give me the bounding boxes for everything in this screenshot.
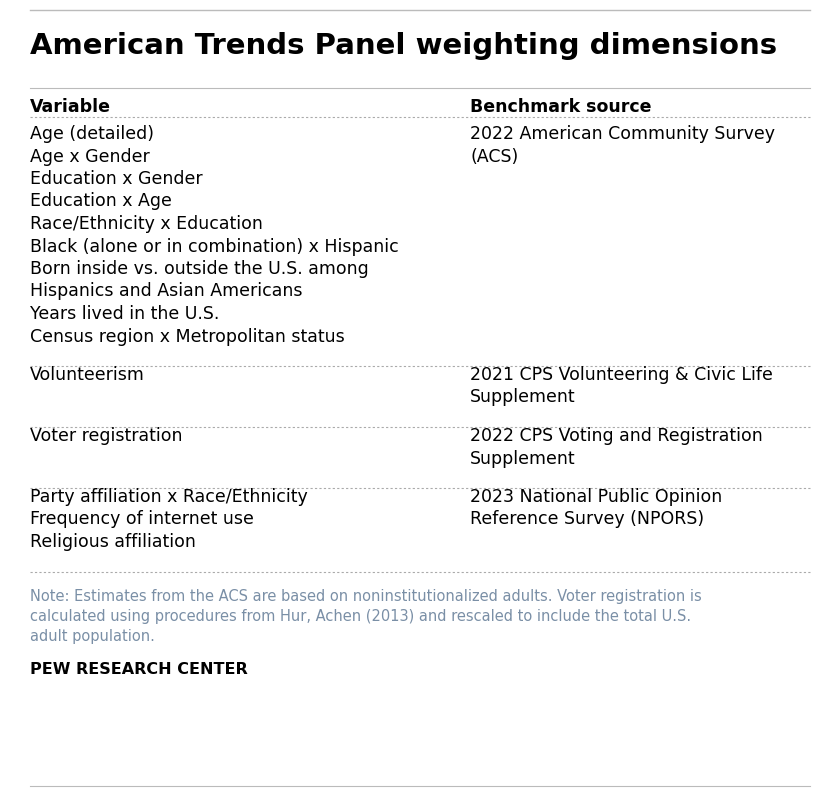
- Text: Black (alone or in combination) x Hispanic: Black (alone or in combination) x Hispan…: [30, 238, 399, 255]
- Text: Age (detailed): Age (detailed): [30, 125, 154, 143]
- Text: Years lived in the U.S.: Years lived in the U.S.: [30, 305, 219, 323]
- Text: Voter registration: Voter registration: [30, 427, 182, 445]
- Text: Note: Estimates from the ACS are based on noninstitutionalized adults. Voter reg: Note: Estimates from the ACS are based o…: [30, 590, 701, 605]
- Text: Education x Age: Education x Age: [30, 192, 172, 211]
- Text: Race/Ethnicity x Education: Race/Ethnicity x Education: [30, 215, 263, 233]
- Text: Census region x Metropolitan status: Census region x Metropolitan status: [30, 327, 344, 346]
- Text: 2022 CPS Voting and Registration: 2022 CPS Voting and Registration: [470, 427, 763, 445]
- Text: Reference Survey (NPORS): Reference Survey (NPORS): [470, 511, 704, 528]
- Text: 2022 American Community Survey: 2022 American Community Survey: [470, 125, 775, 143]
- Text: Hispanics and Asian Americans: Hispanics and Asian Americans: [30, 282, 302, 301]
- Text: 2023 National Public Opinion: 2023 National Public Opinion: [470, 488, 722, 506]
- Text: American Trends Panel weighting dimensions: American Trends Panel weighting dimensio…: [30, 32, 777, 60]
- Text: Variable: Variable: [30, 98, 111, 116]
- Text: Frequency of internet use: Frequency of internet use: [30, 511, 254, 528]
- Text: adult population.: adult population.: [30, 630, 155, 645]
- Text: 2021 CPS Volunteering & Civic Life: 2021 CPS Volunteering & Civic Life: [470, 366, 773, 384]
- Text: Supplement: Supplement: [470, 449, 575, 468]
- Text: Age x Gender: Age x Gender: [30, 148, 150, 165]
- Text: calculated using procedures from Hur, Achen (2013) and rescaled to include the t: calculated using procedures from Hur, Ac…: [30, 610, 691, 625]
- Text: Supplement: Supplement: [470, 389, 575, 406]
- Text: Volunteerism: Volunteerism: [30, 366, 144, 384]
- Text: Born inside vs. outside the U.S. among: Born inside vs. outside the U.S. among: [30, 260, 369, 278]
- Text: Religious affiliation: Religious affiliation: [30, 533, 196, 551]
- Text: Benchmark source: Benchmark source: [470, 98, 652, 116]
- Text: PEW RESEARCH CENTER: PEW RESEARCH CENTER: [30, 662, 248, 677]
- Text: Education x Gender: Education x Gender: [30, 170, 202, 188]
- Text: (ACS): (ACS): [470, 148, 518, 165]
- Text: Party affiliation x Race/Ethnicity: Party affiliation x Race/Ethnicity: [30, 488, 307, 506]
